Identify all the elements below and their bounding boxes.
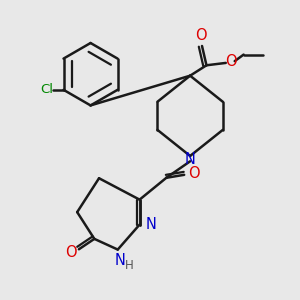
Text: O: O [196,28,207,43]
Text: N: N [115,254,126,268]
Text: Cl: Cl [41,83,54,96]
Text: H: H [125,259,134,272]
Text: O: O [225,54,237,69]
Text: N: N [185,152,196,167]
Text: O: O [65,245,76,260]
Text: O: O [188,166,200,181]
Text: N: N [146,217,156,232]
